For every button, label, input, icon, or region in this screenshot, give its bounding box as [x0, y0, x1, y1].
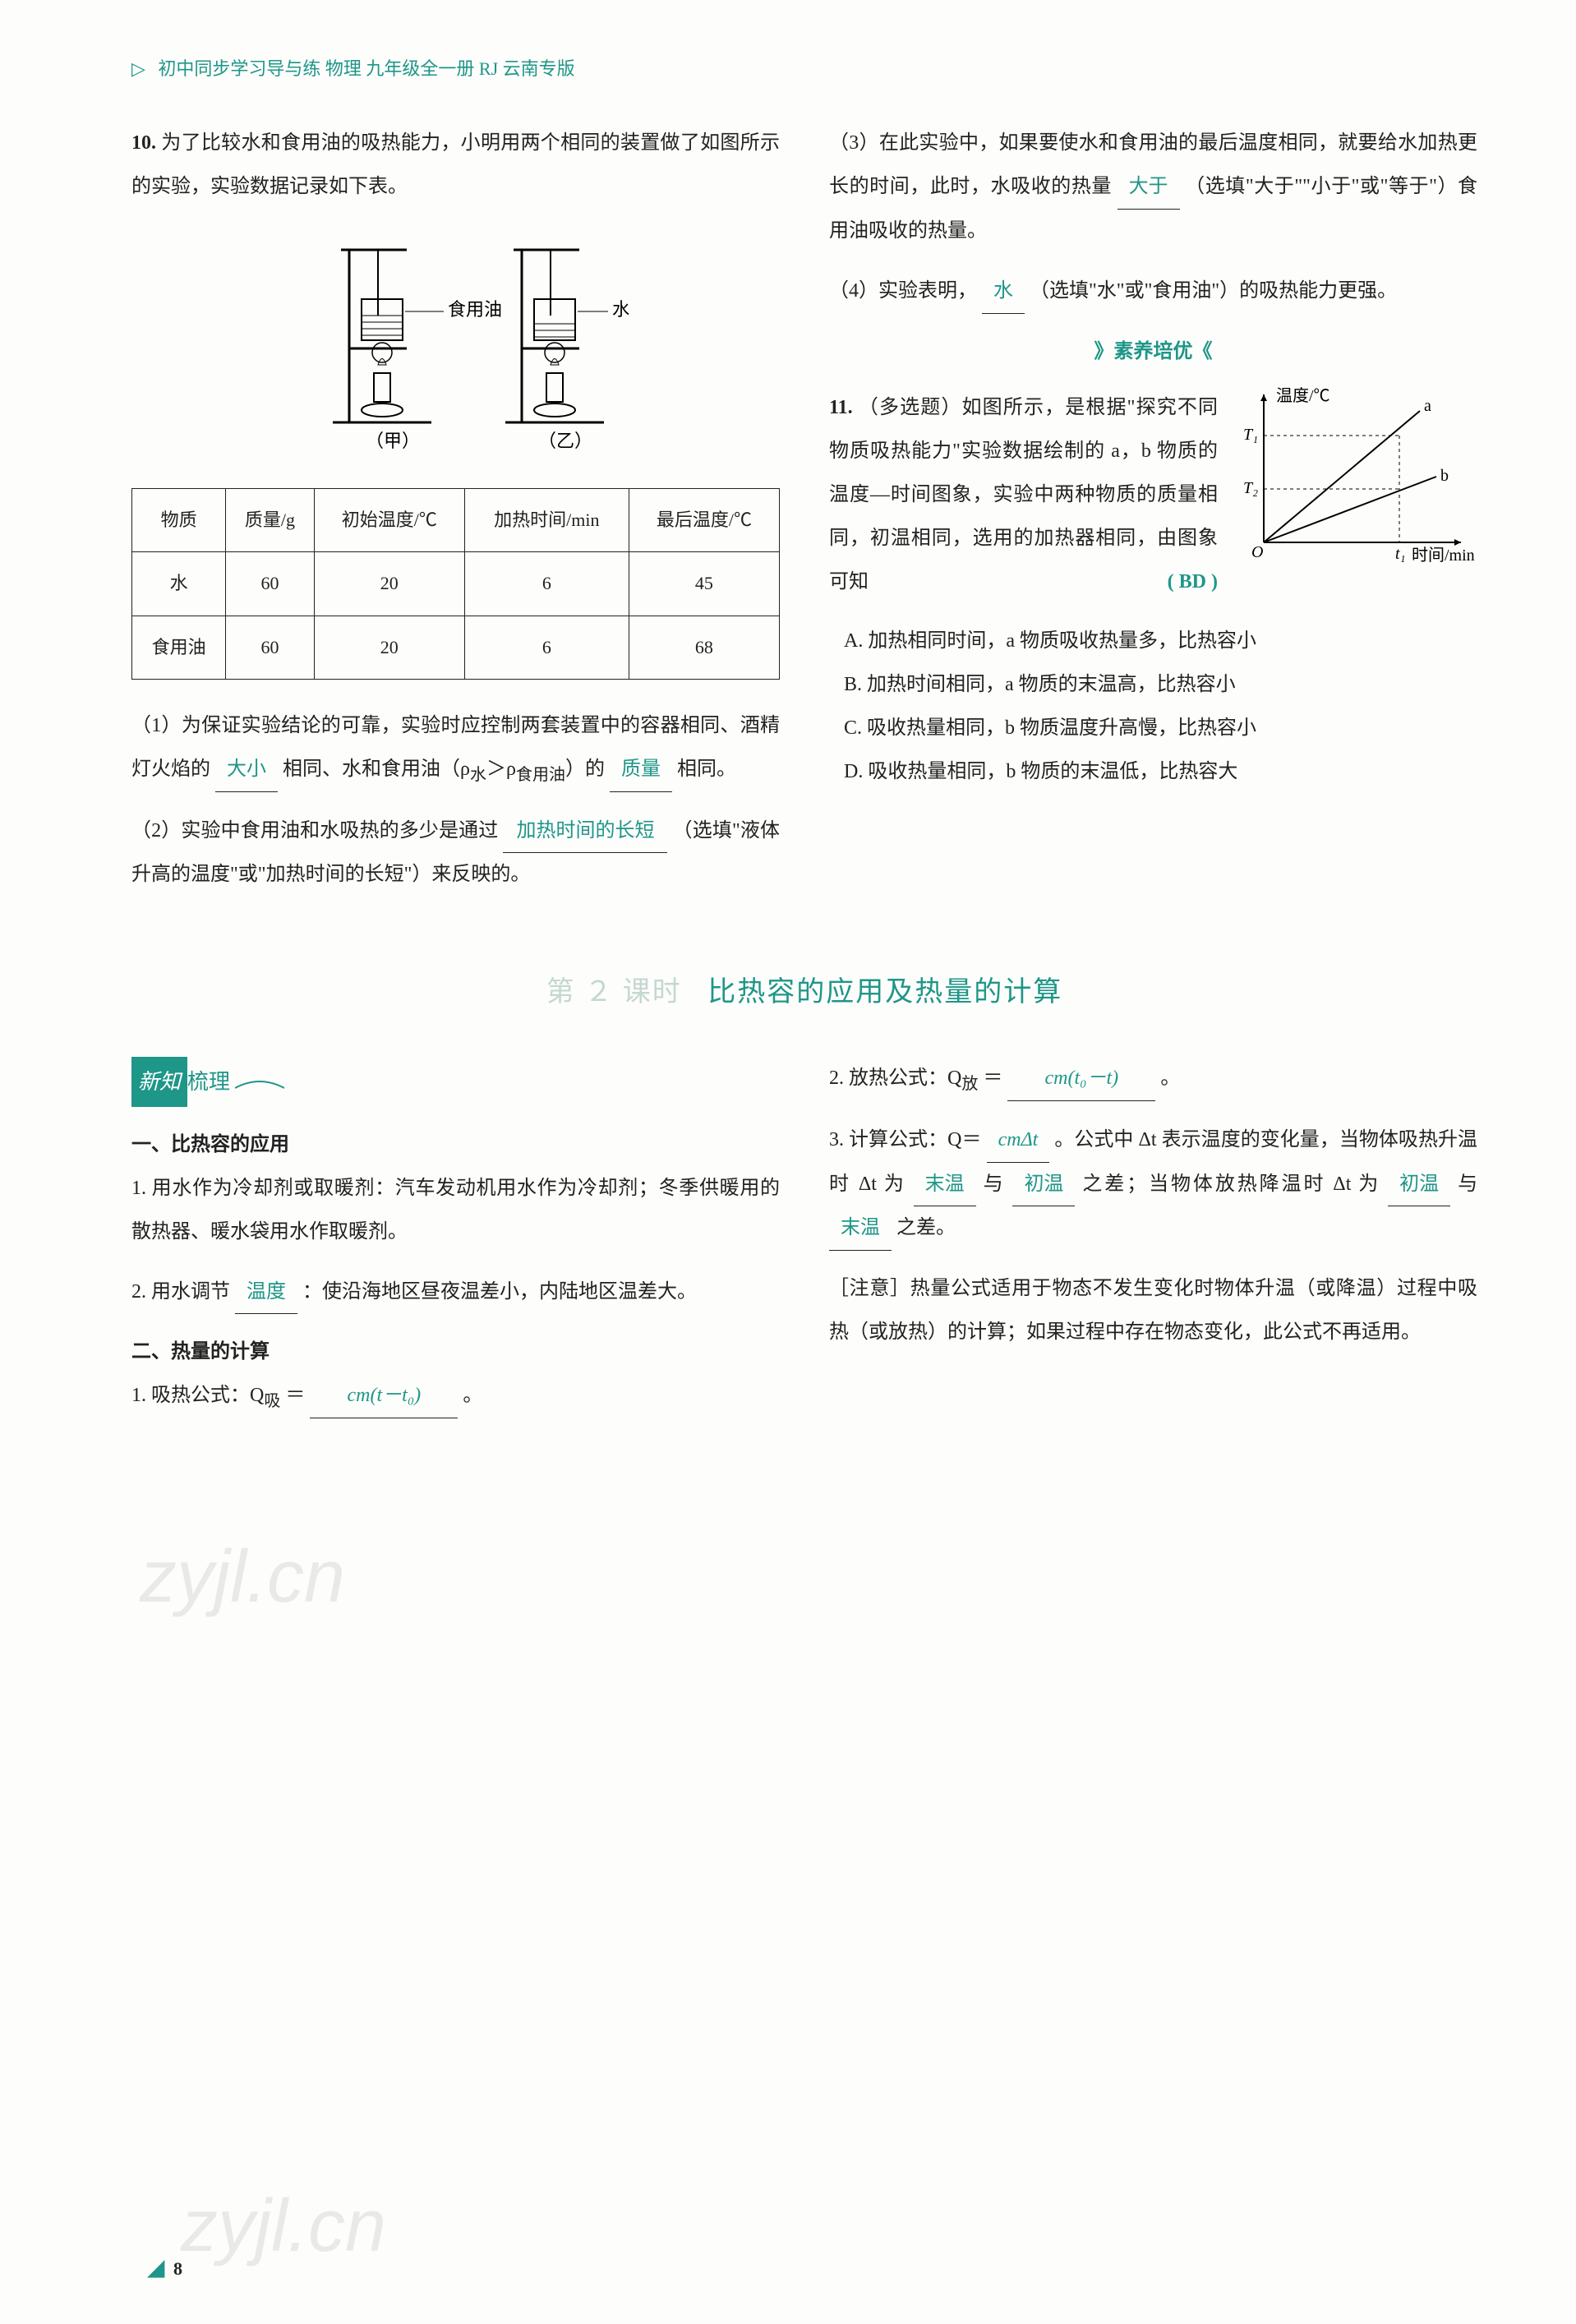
th-0: 物质	[132, 488, 226, 551]
svg-text:时间/min: 时间/min	[1412, 546, 1475, 565]
q11-number: 11.	[829, 397, 853, 418]
watermark-1: zyjl.cn	[140, 1496, 345, 1658]
th-4: 最后温度/℃	[629, 488, 779, 551]
q10-p1-ans2: 质量	[610, 748, 672, 792]
graph-svg: a b T₁ T₂ t₁ O 温度/℃ 时间/min	[1231, 386, 1477, 575]
q10-p3: （3）在此实验中，如果要使水和食用油的最后温度相同，就要给水加热更长的时间，此时…	[829, 122, 1477, 252]
header-triangle: ▷	[131, 58, 145, 79]
q10-p2-ans: 加热时间的长短	[503, 809, 667, 854]
sec1-h1: 一、比热容的应用	[131, 1123, 780, 1167]
sec2-f3-ans5: 末温	[829, 1206, 892, 1251]
q10-p1: （1）为保证实验结论的可靠，实验时应控制两套装置中的容器相同、酒精灯火焰的 大小…	[131, 704, 780, 793]
heading-deco-icon	[235, 1078, 284, 1090]
q10-diagram: 食用油 水 （甲）	[131, 225, 780, 472]
sec2-f3: 3. 计算公式：Q＝ cmΔt 。公式中 Δt 表示温度的变化量，当物体吸热升温…	[829, 1118, 1477, 1251]
sec2-f3-ans: cmΔt	[987, 1118, 1050, 1163]
xinzhi-after: 梳理	[187, 1070, 230, 1094]
sec1-i1: 1. 用水作为冷却剂或取暖剂：汽车发动机用水作为冷却剂；冬季供暖用的散热器、暖水…	[131, 1167, 780, 1254]
sec1-i2-ans: 温度	[235, 1270, 297, 1315]
sec1-f1-ans: cm(t－t₀)	[310, 1374, 458, 1418]
th-1: 质量/g	[226, 488, 314, 551]
svg-text:t₁: t₁	[1395, 545, 1406, 563]
q10-p1-ans1: 大小	[215, 748, 278, 792]
q10-stem: 10. 为了比较水和食用油的吸热能力，小明用两个相同的装置做了如图所示的实验，实…	[131, 122, 780, 209]
q11-choice-B: B. 加热时间相同，a 物质的末温高，比热容小	[829, 663, 1477, 707]
apparatus-svg: 食用油 水 （甲）	[283, 225, 629, 455]
q11-answer: ( BD )	[1168, 560, 1218, 604]
bottom-left-column: 新知梳理 一、比热容的应用 1. 用水作为冷却剂或取暖剂：汽车发动机用水作为冷却…	[131, 1057, 780, 1436]
svg-text:T₂: T₂	[1243, 479, 1258, 497]
xinzhi-label: 新知	[131, 1057, 187, 1107]
lesson-title: 第 ２ 课时 比热容的应用及热量的计算	[131, 962, 1477, 1024]
q10-p4: （4）实验表明， 水 （选填"水"或"食用油"）的吸热能力更强。	[829, 270, 1477, 314]
suyang-label: 》素养培优《	[829, 330, 1477, 374]
page-header: ▷ 初中同步学习导与练 物理 九年级全一册 RJ 云南专版	[131, 49, 1477, 89]
q10-p4-ans: 水	[982, 270, 1025, 314]
sec2-f2: 2. 放热公式：Q放 ＝ cm(t₀－t) 。	[829, 1057, 1477, 1102]
svg-text:a: a	[1424, 397, 1431, 415]
q10-p3-ans: 大于	[1117, 165, 1180, 210]
xinzhi-heading: 新知梳理	[131, 1057, 780, 1107]
right-column: （3）在此实验中，如果要使水和食用油的最后温度相同，就要给水加热更长的时间，此时…	[829, 122, 1477, 913]
watermark-2: zyjl.cn	[181, 2145, 386, 2308]
th-2: 初始温度/℃	[314, 488, 464, 551]
q11-choice-D: D. 吸收热量相同，b 物质的末温低，比热容大	[829, 750, 1477, 794]
q11-graph: a b T₁ T₂ t₁ O 温度/℃ 时间/min	[1231, 386, 1477, 592]
page-number: ◢ 8	[148, 2244, 182, 2291]
diagram-label-water: 水	[612, 299, 629, 320]
q11-choice-A: A. 加热相同时间，a 物质吸收热量多，比热容小	[829, 620, 1477, 663]
svg-text:b: b	[1440, 467, 1449, 485]
sec2-f2-ans: cm(t₀－t)	[1007, 1057, 1155, 1101]
q10-p2: （2）实验中食用油和水吸热的多少是通过 加热时间的长短 （选填"液体升高的温度"…	[131, 809, 780, 897]
sec1-f1: 1. 吸热公式：Q吸 ＝ cm(t－t₀) 。	[131, 1374, 780, 1419]
lesson-title-pre: 第 ２ 课时	[546, 977, 682, 1008]
sec2-f3-ans3: 初温	[1012, 1163, 1075, 1207]
svg-text:T₁: T₁	[1243, 426, 1258, 444]
sec2-f3-ans4: 初温	[1388, 1163, 1450, 1207]
diagram-caption-right: （乙）	[538, 431, 592, 451]
q10-stem-text: 为了比较水和食用油的吸热能力，小明用两个相同的装置做了如图所示的实验，实验数据记…	[131, 132, 780, 197]
svg-text:温度/℃: 温度/℃	[1276, 386, 1330, 405]
lesson-title-main: 比热容的应用及热量的计算	[707, 977, 1062, 1008]
left-column: 10. 为了比较水和食用油的吸热能力，小明用两个相同的装置做了如图所示的实验，实…	[131, 122, 780, 913]
diagram-caption-left: （甲）	[366, 431, 420, 451]
svg-text:O: O	[1251, 543, 1263, 561]
q10-number: 10.	[131, 132, 156, 154]
bottom-right-column: 2. 放热公式：Q放 ＝ cm(t₀－t) 。 3. 计算公式：Q＝ cmΔt …	[829, 1057, 1477, 1436]
th-3: 加热时间/min	[464, 488, 629, 551]
table-header-row: 物质 质量/g 初始温度/℃ 加热时间/min 最后温度/℃	[132, 488, 780, 551]
sec1-i2: 2. 用水调节 温度 ：使沿海地区昼夜温差小，内陆地区温差大。	[131, 1270, 780, 1315]
sec1-h2: 二、热量的计算	[131, 1330, 780, 1374]
table-row: 食用油 60 20 6 68	[132, 616, 780, 679]
q10-table: 物质 质量/g 初始温度/℃ 加热时间/min 最后温度/℃ 水 60 20 6…	[131, 488, 780, 680]
q11-choice-C: C. 吸收热量相同，b 物质温度升高慢，比热容小	[829, 707, 1477, 750]
header-text: 初中同步学习导与练 物理 九年级全一册 RJ 云南专版	[158, 58, 574, 79]
table-row: 水 60 20 6 45	[132, 552, 780, 616]
page-deco-icon: ◢	[148, 2256, 164, 2280]
sec2-note: ［注意］热量公式适用于物态不发生变化时物体升温（或降温）过程中吸热（或放热）的计…	[829, 1267, 1477, 1354]
sec2-f3-ans2: 末温	[914, 1163, 976, 1207]
page-number-text: 8	[173, 2258, 182, 2279]
diagram-label-oil: 食用油	[448, 299, 502, 320]
